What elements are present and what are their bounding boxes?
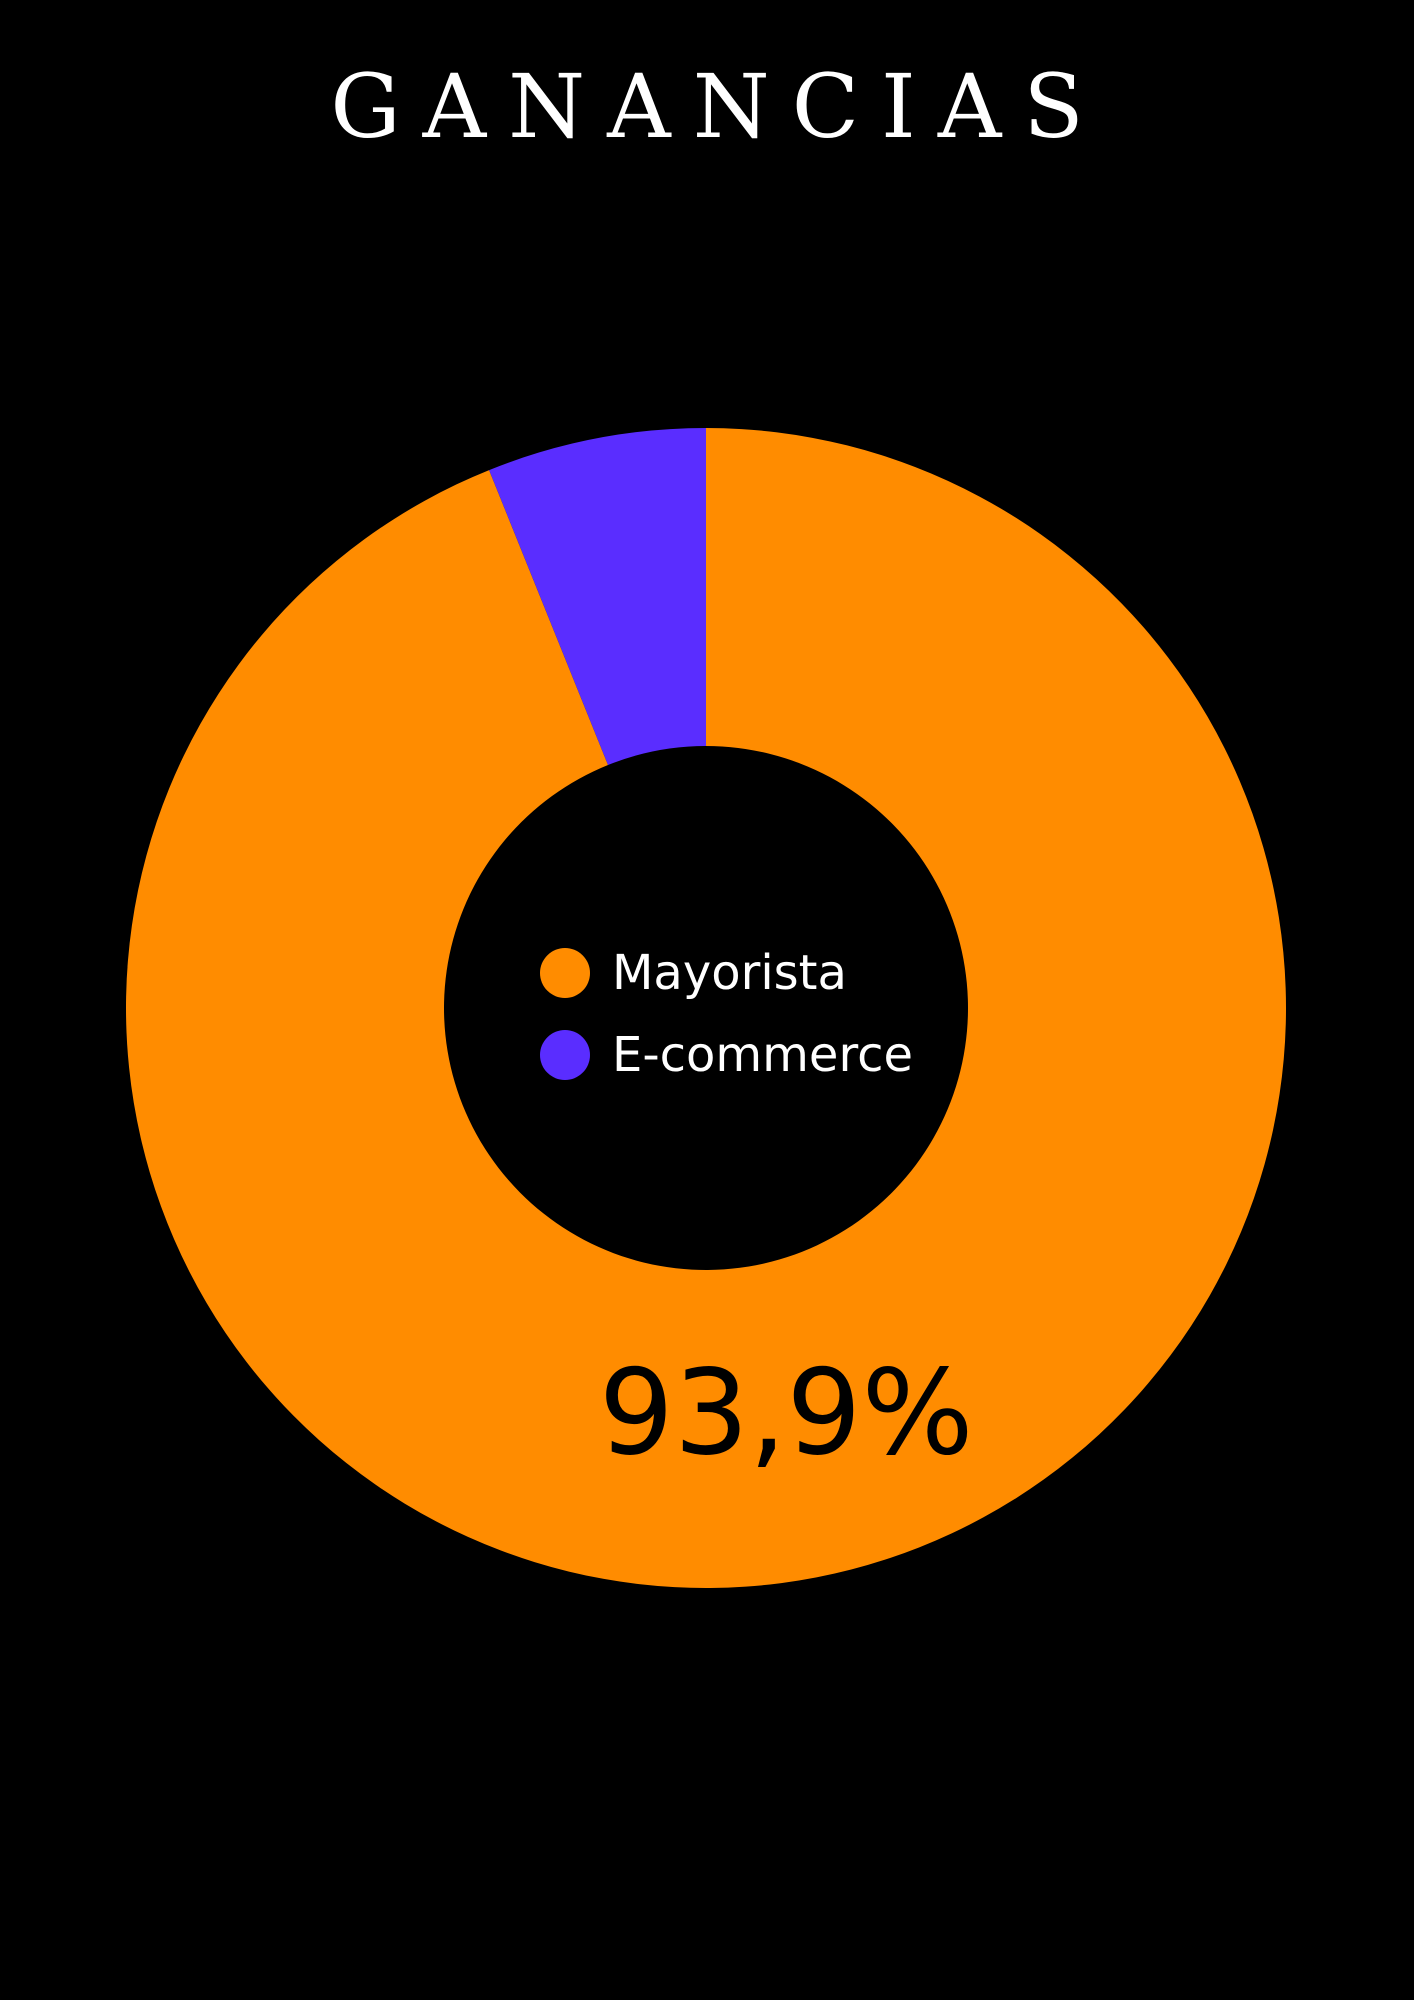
legend-label-mayorista: Mayorista [612,945,847,1001]
legend-label-e-commerce: E-commerce [612,1027,914,1083]
donut-slice-e-commerce [489,428,706,766]
legend-item-mayorista: Mayorista [540,932,913,1014]
slice-label-mayorista: 93,9% [599,1344,974,1482]
donut-slice-labels: 93,9% [599,1344,974,1482]
legend-swatch-e-commerce [540,1030,590,1080]
chart-title: GANANCIAS [330,55,1106,158]
legend: Mayorista E-commerce [540,932,913,1096]
legend-item-e-commerce: E-commerce [540,1014,913,1096]
donut-slice-mayorista [126,428,1286,1588]
donut-slices [126,428,1286,1588]
legend-swatch-mayorista [540,948,590,998]
